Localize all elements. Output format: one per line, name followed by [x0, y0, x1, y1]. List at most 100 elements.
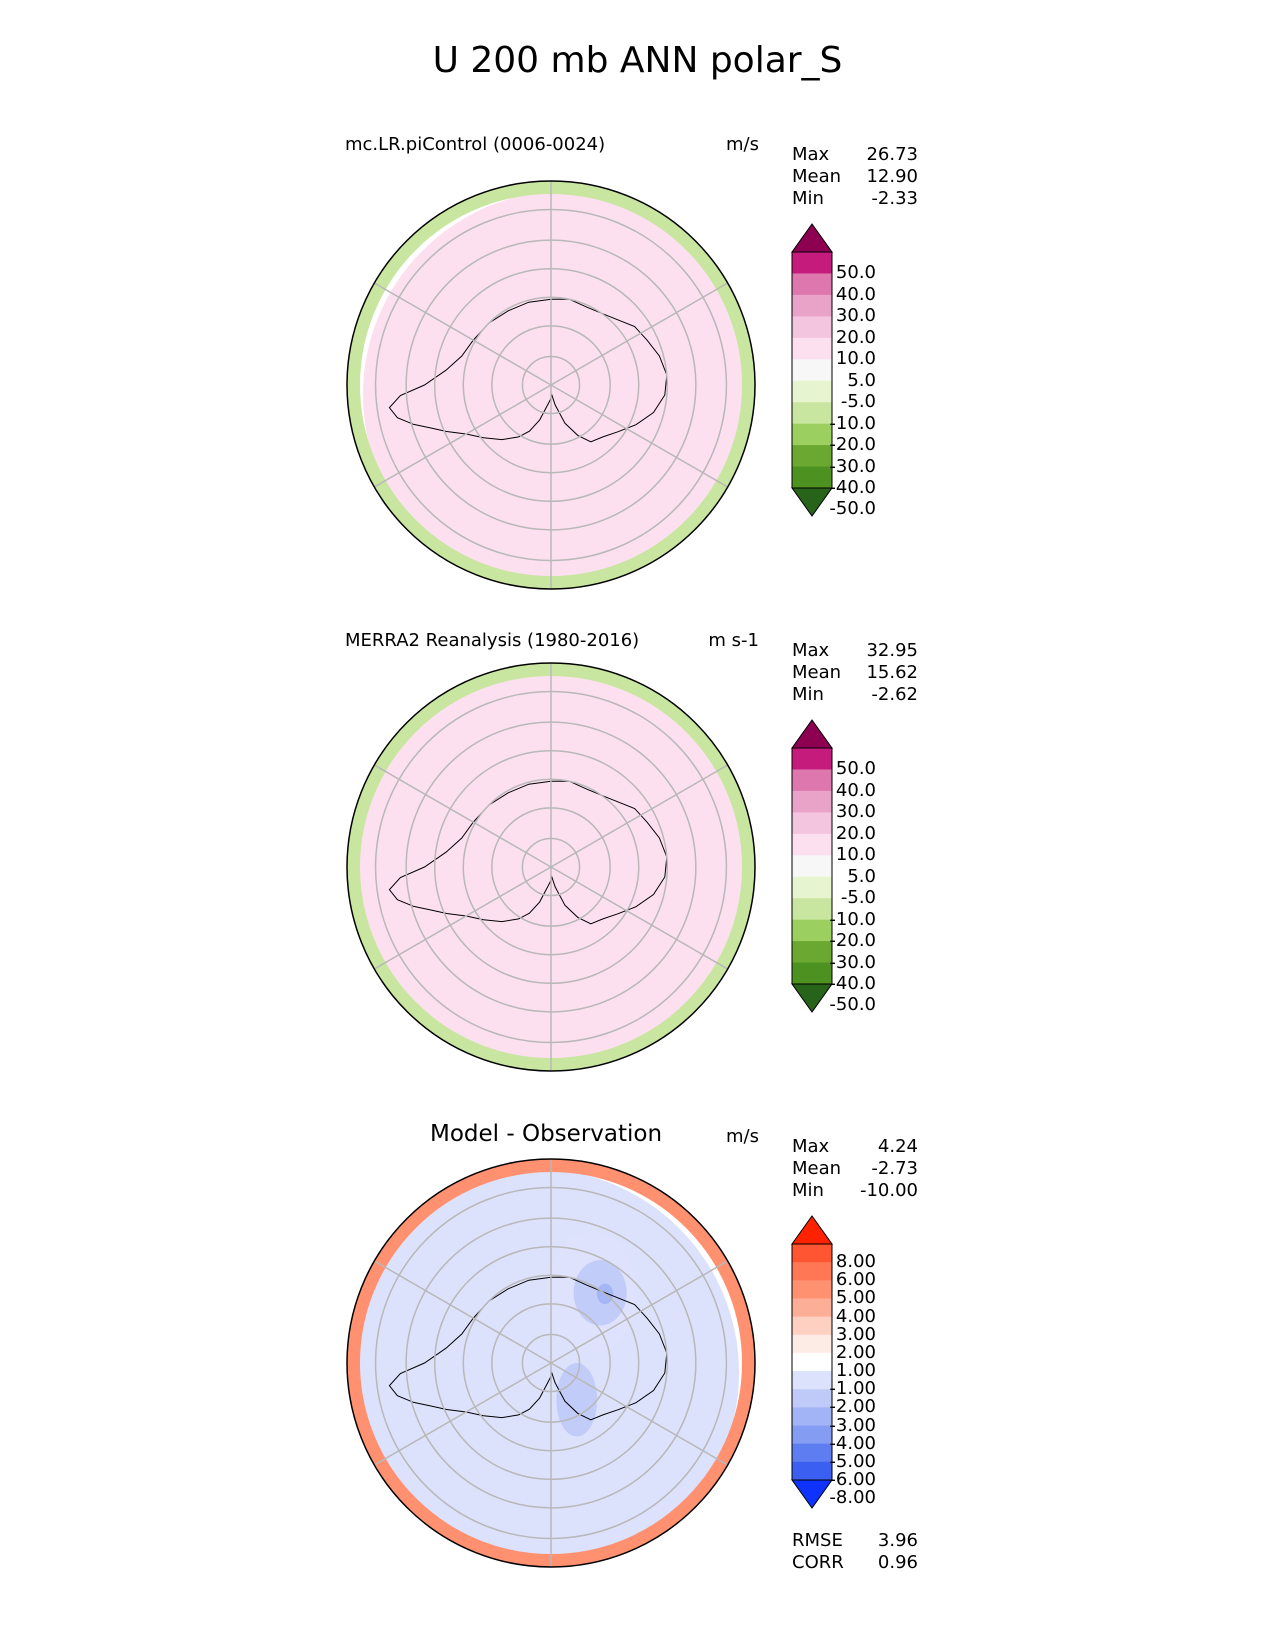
colorbar-tick-label: -3.00	[829, 1414, 876, 1436]
colorbar-segment-4	[792, 812, 832, 835]
colorbar-tick-label: 5.0	[847, 865, 876, 887]
panel-3-stat-max: Max 4.24	[792, 1136, 918, 1157]
panel-3-title: Model - Observation	[430, 1121, 663, 1147]
colorbar-segment-9	[792, 423, 832, 446]
colorbar-tick-label: 4.00	[835, 1305, 876, 1327]
colorbar-segment-9	[792, 919, 832, 942]
map-field	[347, 663, 755, 1071]
colorbar-tick-label: 8.00	[835, 1251, 876, 1273]
panel-2-colorbar	[791, 719, 833, 1013]
colorbar-segment-6	[792, 1334, 832, 1354]
colorbar-tick-label: 5.00	[835, 1287, 876, 1309]
colorbar-tick-label: -10.0	[829, 412, 876, 434]
meridian-line-1	[550, 1260, 729, 1364]
colorbar-segment-2	[792, 273, 832, 296]
colorbar-segment-11	[792, 466, 832, 489]
colorbar-segment-10	[792, 941, 832, 964]
colorbar-tick-label: 2.00	[835, 1341, 876, 1363]
panel-3-stat-mean: Mean -2.73	[792, 1158, 918, 1179]
colorbar-segment-5	[792, 833, 832, 856]
colorbar-segment-5	[792, 337, 832, 360]
colorbar-tick-label: -10.0	[829, 908, 876, 930]
colorbar-segment-11	[792, 962, 832, 985]
colorbar-segment-10	[792, 1407, 832, 1427]
colorbar-segment-6	[792, 359, 832, 382]
colorbar-tick-label: -20.0	[829, 930, 876, 952]
colorbar-frame	[791, 747, 833, 985]
colorbar-tick-label: -5.00	[829, 1450, 876, 1472]
colorbar-tick-label: 20.0	[835, 822, 876, 844]
colorbar-tick-label: 30.0	[835, 801, 876, 823]
panel-2-stat-min: Min -2.62	[792, 684, 918, 705]
colorbar-segment-7	[792, 1352, 832, 1372]
panel-3-units: m/s	[726, 1126, 759, 1147]
panel-1-units: m/s	[726, 134, 759, 155]
panel-3-polar-map	[346, 1158, 756, 1568]
colorbar-tick-label: 20.0	[835, 326, 876, 348]
colorbar-tick-label: -40.0	[829, 477, 876, 498]
panel-3-colorbar	[791, 1215, 833, 1509]
colorbar-tick-label: 40.0	[835, 283, 876, 305]
colorbar-segment-11	[792, 1425, 832, 1445]
panel-1-title: mc.LR.piControl (0006-0024)	[345, 134, 606, 155]
panel-2-stat-mean: Mean 15.62	[792, 662, 918, 683]
colorbar-segment-8	[792, 1371, 832, 1390]
colorbar-tick-label: 50.0	[835, 758, 876, 780]
colorbar-tick-label: 10.0	[835, 348, 876, 370]
meridian-line-2	[550, 866, 729, 970]
colorbar-segment-4	[792, 1298, 832, 1318]
colorbar-segment-4	[792, 316, 832, 339]
meridian-line-1	[550, 764, 729, 868]
colorbar-segment-2	[792, 1262, 832, 1281]
colorbar-tick-label: -6.00	[829, 1469, 876, 1490]
colorbar-extend-top	[791, 719, 833, 749]
panel-2-title: MERRA2 Reanalysis (1980-2016)	[345, 630, 640, 651]
colorbar-tick-label: 10.0	[835, 844, 876, 866]
colorbar-segment-8	[792, 898, 832, 921]
meridian-line-4	[373, 1362, 552, 1466]
colorbar-tick-label: 1.00	[835, 1360, 876, 1382]
colorbar-tick-label: 3.00	[835, 1323, 876, 1345]
meridian-line-2	[550, 1362, 729, 1466]
colorbar-tick-label: 30.0	[835, 305, 876, 327]
map-border	[346, 1158, 756, 1568]
colorbar-tick-label: -50.0	[829, 498, 876, 520]
colorbar-segment-10	[792, 445, 832, 468]
map-border	[346, 662, 756, 1072]
colorbar-segment-1	[792, 252, 832, 274]
meridian-line-2	[550, 384, 729, 488]
colorbar-frame	[791, 1243, 833, 1481]
map-border	[346, 180, 756, 590]
meridian-line-5	[373, 764, 552, 868]
colorbar-tick-label: -5.0	[840, 391, 876, 413]
meridian-line-4	[373, 384, 552, 488]
colorbar-extend-top	[791, 223, 833, 253]
colorbar-segment-2	[792, 769, 832, 792]
colorbar-tick-label: -20.0	[829, 434, 876, 456]
colorbar-tick-label: 50.0	[835, 262, 876, 284]
meridian-line-1	[550, 282, 729, 386]
meridian-line-5	[373, 1260, 552, 1364]
map-field	[347, 1159, 755, 1567]
panel-1-colorbar	[791, 223, 833, 517]
colorbar-segment-9	[792, 1389, 832, 1408]
panel-3-stat-rmse: RMSE 3.96	[792, 1530, 918, 1551]
colorbar-segment-3	[792, 1280, 832, 1299]
panel-1-stat-mean: Mean 12.90	[792, 166, 918, 187]
panel-2-units: m s-1	[708, 630, 759, 651]
colorbar-segment-3	[792, 294, 832, 317]
panel-3-stat-corr: CORR 0.96	[792, 1552, 918, 1573]
colorbar-tick-label: -4.00	[829, 1432, 876, 1454]
colorbar-segment-3	[792, 790, 832, 813]
colorbar-tick-label: -40.0	[829, 973, 876, 994]
colorbar-tick-label: -2.00	[829, 1396, 876, 1418]
colorbar-frame	[791, 251, 833, 489]
colorbar-tick-label: -30.0	[829, 951, 876, 973]
colorbar-segment-8	[792, 402, 832, 425]
meridian-line-5	[373, 282, 552, 386]
colorbar-extend-top	[791, 1215, 833, 1245]
colorbar-tick-label: 40.0	[835, 779, 876, 801]
colorbar-tick-label: -50.0	[829, 994, 876, 1016]
colorbar-segment-7	[792, 380, 832, 403]
colorbar-segment-13	[792, 1461, 832, 1481]
